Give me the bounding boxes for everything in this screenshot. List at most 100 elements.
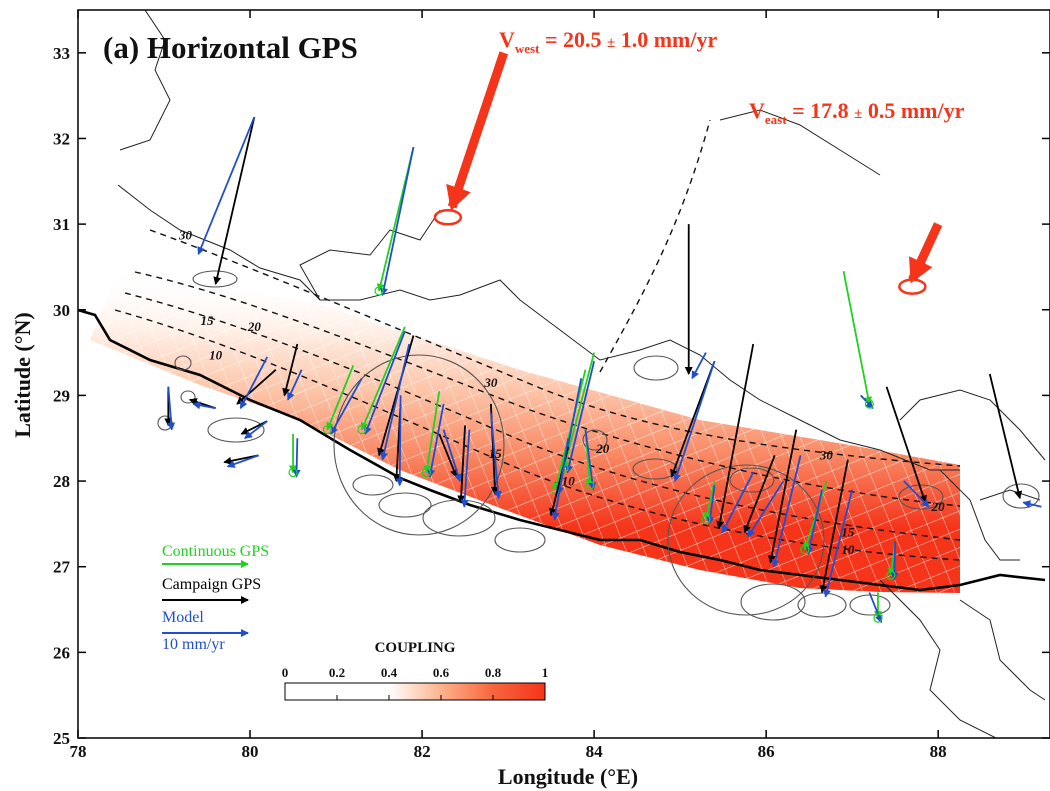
y-tick-label: 25 <box>53 729 70 748</box>
x-tick-label: 78 <box>70 742 87 761</box>
model-vector <box>364 330 406 435</box>
gps-station-marker <box>585 480 595 490</box>
colorbar-tick-label: 0.2 <box>329 665 345 680</box>
campaign-gps-vector <box>716 343 755 530</box>
campaign-gps-vector <box>767 429 798 564</box>
model-vector <box>771 455 802 568</box>
model-vector <box>192 401 216 410</box>
colorbar-ticks: 0 0.2 0.4 0.6 0.8 1 <box>282 665 549 700</box>
fault-grid <box>90 268 960 593</box>
gps-station-marker <box>701 514 711 525</box>
model-vector <box>721 472 755 534</box>
gps-station-marker <box>800 544 810 555</box>
colorbar-ramp <box>284 682 546 701</box>
v_east-error-ellipse <box>898 278 927 295</box>
continuous-gps-vector <box>803 480 828 551</box>
x-tick-label: 88 <box>930 742 947 761</box>
model-vector <box>244 420 268 439</box>
gps-station-marker <box>421 467 431 478</box>
contour-depth-label: 30 <box>819 448 834 463</box>
model-vector <box>1022 500 1042 508</box>
legend-campaign-label: Campaign GPS <box>162 576 261 593</box>
campaign-gps-vector <box>282 343 299 397</box>
colorbar-tick-label: 1 <box>542 665 549 680</box>
contour-depth-label: 15 <box>489 446 503 461</box>
y-tick-label: 32 <box>53 129 70 148</box>
gps-station-marker <box>288 467 298 478</box>
plate-velocity-vectors <box>433 51 943 295</box>
gps-station-marker <box>374 286 384 296</box>
contour-depth-label: 20 <box>595 441 610 456</box>
contour-depth-label: 30 <box>178 228 193 243</box>
campaign-gps-vector <box>213 116 256 286</box>
coupling-colorbar: COUPLING 0 0.2 0.4 0.6 0.8 1 <box>282 640 549 701</box>
campaign-gps-vector <box>236 369 277 405</box>
contour-depth-label: 10 <box>209 347 223 362</box>
continuous-gps-vector <box>423 390 441 474</box>
gps-station-marker <box>322 425 333 435</box>
y-tick-label: 28 <box>53 472 70 491</box>
legend-model-label: Model <box>162 609 204 626</box>
vector-legend: Continuous GPS Campaign GPS Model 10 mm/… <box>162 543 269 653</box>
campaign-gps-vector <box>743 455 776 534</box>
model-vector <box>691 352 707 380</box>
continuous-gps-vector <box>703 480 716 521</box>
contour-depth-label: 10 <box>562 473 576 488</box>
model-vector <box>584 429 597 491</box>
model-vector <box>427 403 445 478</box>
colorbar-tick-label: 0 <box>282 665 289 680</box>
campaign-gps-vector <box>457 425 466 504</box>
model-vector <box>380 146 415 297</box>
v_west-error-ellipse <box>433 209 463 226</box>
legend-scale-label: 10 mm/yr <box>162 636 225 653</box>
model-vector <box>226 454 259 468</box>
model-vector <box>868 592 883 624</box>
colorbar-tick-label: 0.8 <box>485 665 502 680</box>
gps-vectors <box>164 116 1042 624</box>
panel-title: (a) Horizontal GPS <box>103 30 358 65</box>
model-vector <box>197 116 256 256</box>
coupling-contours <box>114 119 961 561</box>
y-tick-label: 27 <box>53 558 71 577</box>
model-vector <box>747 480 785 538</box>
continuous-gps-vector <box>360 326 406 431</box>
y-tick-label: 30 <box>53 301 70 320</box>
v_west-plate-arrow <box>446 51 509 211</box>
v-east-label: Veast = 17.8 ± 0.5 mm/yr <box>749 98 965 127</box>
contour-depth-label: 15 <box>201 313 215 328</box>
v_east-plate-arrow <box>908 222 943 284</box>
campaign-gps-vector <box>438 433 458 478</box>
legend-continuous-label: Continuous GPS <box>162 543 269 560</box>
model-vector <box>551 438 570 521</box>
y-tick-label: 26 <box>53 643 70 662</box>
contour-labels: 30 15 10 20 30 15 10 20 30 20 15 10 <box>178 228 945 557</box>
model-vector <box>860 394 874 409</box>
campaign-gps-vector <box>377 335 415 457</box>
error-ellipses <box>157 270 1040 621</box>
model-vector <box>395 395 404 487</box>
model-vector <box>287 369 303 401</box>
model-vector <box>565 360 595 474</box>
model-vector <box>380 343 411 461</box>
plot-frame <box>77 9 1050 739</box>
continuous-gps-vector <box>326 365 355 431</box>
v-west-label: Vwest = 20.5 ± 1.0 mm/yr <box>499 27 717 56</box>
gps-station-marker <box>864 399 874 409</box>
model-vector <box>903 480 930 508</box>
model-vector <box>330 377 363 435</box>
contour-depth-label: 30 <box>483 375 498 390</box>
model-vector <box>460 429 471 508</box>
model-vector <box>706 485 716 525</box>
x-tick-label: 86 <box>758 742 775 761</box>
gps-station-marker <box>357 425 367 435</box>
x-tick-label: 84 <box>586 742 604 761</box>
x-tick-label: 80 <box>242 742 259 761</box>
main-frontal-thrust <box>78 308 1046 592</box>
contour-depth-label: 10 <box>841 542 855 557</box>
contour-depth-label: 15 <box>841 525 855 540</box>
model-vector <box>167 386 176 431</box>
model-vector <box>805 489 823 555</box>
y-tick-label: 31 <box>53 215 70 234</box>
x-tick-label: 82 <box>414 742 431 761</box>
